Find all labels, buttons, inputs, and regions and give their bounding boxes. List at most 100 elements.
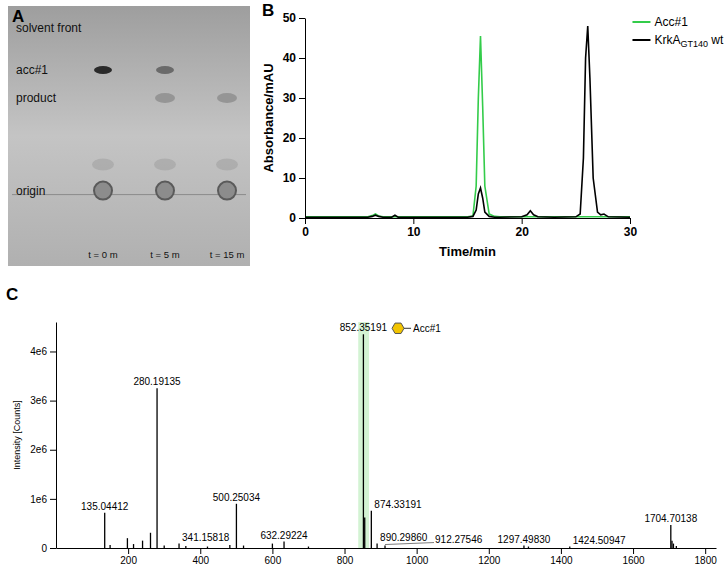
tlc-spot — [155, 93, 175, 103]
figure: solvent frontacc#1productorigint = 0 mt … — [0, 0, 728, 577]
tick: 0 — [302, 218, 309, 239]
tlc-smudge — [216, 159, 238, 171]
tick-mark — [489, 548, 490, 554]
peak-label: 500.25034 — [213, 492, 261, 503]
tick-mark — [299, 138, 305, 139]
tick-mark — [630, 218, 631, 224]
peak — [671, 541, 672, 548]
peak — [283, 542, 284, 548]
tick: 0 — [289, 211, 305, 225]
peak — [364, 518, 365, 548]
tick: 1600 — [622, 548, 645, 566]
y-axis-title: Absorbance/mAU — [261, 63, 276, 172]
tlc-panel: solvent frontacc#1productorigint = 0 mt … — [8, 6, 250, 266]
peak — [673, 544, 674, 548]
peak-label: 1424.50947 — [573, 535, 626, 546]
tlc-spot — [217, 93, 237, 103]
peak — [376, 544, 377, 548]
tick-label: 400 — [192, 555, 209, 566]
legend-label: KrkAGT140 wt — [654, 33, 724, 49]
highlight-band — [358, 322, 369, 548]
axis-line — [306, 218, 631, 219]
tick-mark — [50, 548, 56, 549]
tick-label: 20 — [515, 225, 529, 239]
peak-label: 341.15818 — [182, 532, 230, 543]
tick-label: 4e6 — [30, 346, 47, 357]
legend-swatch — [632, 39, 650, 41]
tick-mark — [299, 98, 305, 99]
lane-label: t = 15 m — [210, 249, 245, 260]
tick-mark — [50, 499, 56, 500]
peak-label: 912.27546 — [435, 534, 483, 545]
lane-label: t = 5 m — [150, 249, 179, 260]
x-axis: 20040060080010001200140016001800 — [57, 548, 718, 566]
peak-labels: 852.35191Acc#1280.19135500.25034874.3319… — [81, 322, 698, 545]
legend-label: Acc#1 — [654, 15, 688, 29]
row-label: product — [16, 91, 57, 105]
tlc-smudge — [154, 159, 176, 171]
peak-label: 280.19135 — [133, 376, 181, 387]
peak — [142, 541, 143, 548]
tick: 800 — [337, 548, 354, 566]
stick-panel: 2004006008001000120014001600180001e62e63… — [12, 322, 717, 566]
tick-label: 40 — [283, 51, 297, 65]
tick-label: 30 — [283, 91, 297, 105]
tick: 600 — [265, 548, 282, 566]
peak-label: 1297.49830 — [498, 534, 551, 545]
tick-label: 2e6 — [30, 444, 47, 455]
tick-mark — [705, 548, 706, 554]
peak-label: 890.29860 — [380, 532, 428, 543]
peak — [272, 544, 273, 548]
peak — [243, 546, 244, 548]
peak — [528, 547, 529, 548]
tlc-smudge — [92, 159, 114, 171]
peak — [133, 544, 134, 548]
tick-mark — [128, 548, 129, 554]
tick-label: 1000 — [406, 555, 429, 566]
tick-mark — [299, 58, 305, 59]
peak — [236, 504, 237, 548]
tick-mark — [299, 218, 305, 219]
tick: 30 — [624, 218, 638, 239]
tlc-origin-spot — [218, 182, 236, 200]
row-label: solvent front — [16, 21, 82, 35]
y-axis-title: Intensity [Counts] — [12, 400, 22, 470]
axis-line — [305, 19, 306, 219]
peak — [523, 546, 524, 548]
tick-mark — [299, 178, 305, 179]
tick-label: 0 — [41, 543, 47, 554]
peak — [676, 546, 677, 548]
tick: 1200 — [478, 548, 501, 566]
tick-mark — [50, 351, 56, 352]
tick-mark — [413, 218, 414, 224]
peak-label: 874.33191 — [374, 499, 422, 510]
tick-label: 800 — [337, 555, 354, 566]
peak — [569, 547, 570, 548]
tick: 30 — [283, 91, 305, 105]
peak — [156, 388, 157, 548]
tick: 4e6 — [30, 346, 56, 357]
tick: 40 — [283, 51, 305, 65]
tick-label: 1200 — [478, 555, 501, 566]
tlc-spot — [156, 66, 174, 74]
peak — [384, 546, 385, 548]
tick-mark — [345, 548, 346, 554]
legend: Acc#1 KrkAGT140 wt — [632, 15, 724, 49]
tlc-plate — [8, 6, 250, 266]
peak — [150, 533, 151, 548]
icon-link — [404, 328, 411, 329]
tick: 0 — [41, 543, 56, 554]
tick-label: 3e6 — [30, 395, 47, 406]
peak — [178, 544, 179, 548]
tick-label: 200 — [120, 555, 137, 566]
tick: 200 — [120, 548, 137, 566]
tick: 1e6 — [30, 494, 56, 505]
tick-label: 10 — [283, 171, 297, 185]
tick-label: 20 — [283, 131, 297, 145]
peak — [104, 513, 105, 548]
tick-label: 0 — [289, 211, 296, 225]
tlc-origin-spot — [156, 182, 174, 200]
peak — [363, 334, 364, 548]
panel-label: A — [12, 7, 24, 26]
tick: 1800 — [695, 548, 718, 566]
